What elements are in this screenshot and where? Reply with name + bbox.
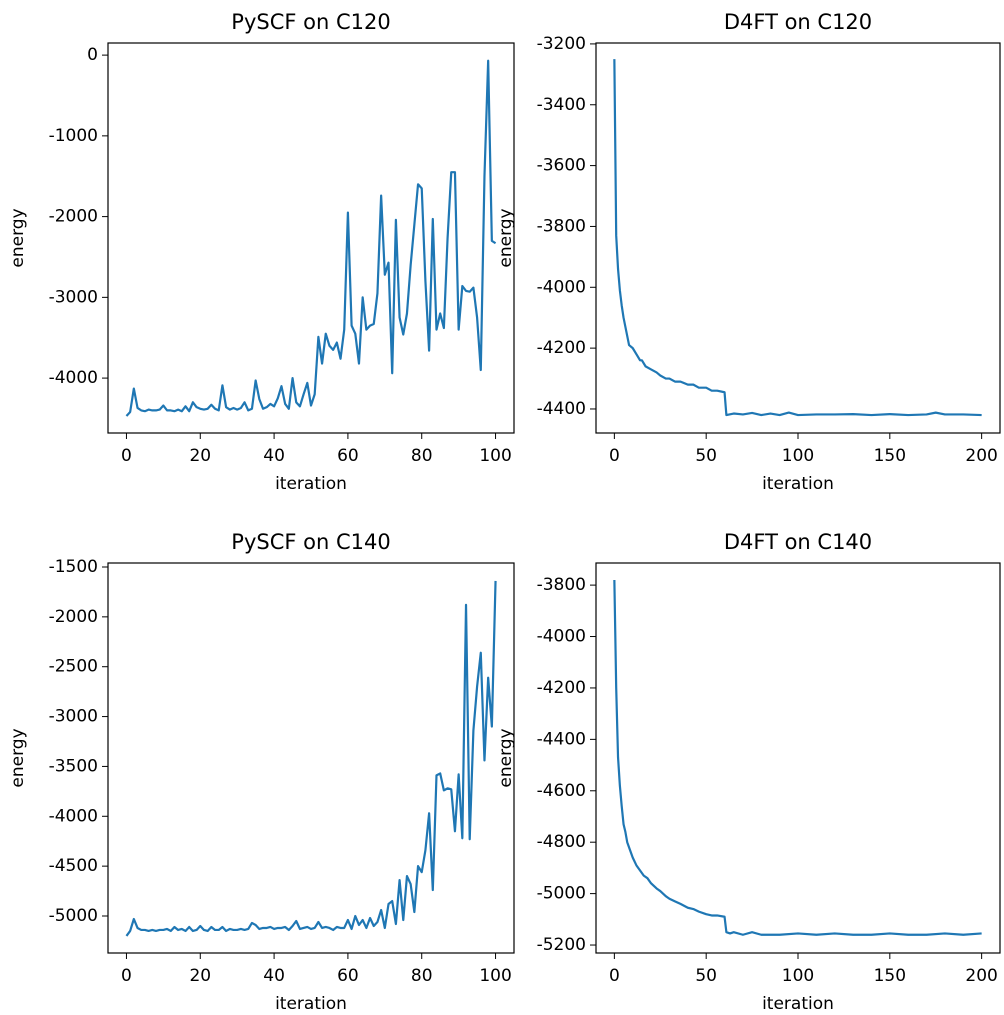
y-tick-label: -2000 bbox=[49, 207, 98, 227]
x-tick-label: 40 bbox=[263, 966, 285, 986]
y-tick-label: -2500 bbox=[49, 657, 98, 677]
y-tick-label: -4200 bbox=[537, 338, 586, 358]
y-tick-label: -4000 bbox=[49, 368, 98, 388]
subplot-title: D4FT on C120 bbox=[724, 10, 872, 34]
axes-frame bbox=[595, 562, 1001, 954]
y-tick-label: -4200 bbox=[537, 678, 586, 698]
x-tick-label: 80 bbox=[411, 446, 433, 466]
x-axis-label: iteration bbox=[275, 474, 347, 494]
y-tick-label: -3600 bbox=[537, 156, 586, 176]
axes-frame bbox=[107, 42, 515, 434]
y-axis-label: energy bbox=[8, 728, 28, 787]
y-tick-label: -4000 bbox=[537, 277, 586, 297]
x-tick-label: 0 bbox=[121, 966, 132, 986]
x-tick-label: 0 bbox=[121, 446, 132, 466]
y-tick-label: -3800 bbox=[537, 216, 586, 236]
y-tick-label: -3400 bbox=[537, 95, 586, 115]
subplot-title: D4FT on C140 bbox=[724, 530, 872, 554]
x-tick-label: 0 bbox=[609, 966, 620, 986]
y-tick-label: -3800 bbox=[537, 575, 586, 595]
y-tick-label: -5000 bbox=[49, 906, 98, 926]
y-tick-label: -4800 bbox=[537, 832, 586, 852]
x-tick-label: 50 bbox=[695, 446, 717, 466]
y-tick-label: -4500 bbox=[49, 856, 98, 876]
y-tick-label: -4000 bbox=[49, 806, 98, 826]
y-tick-label: -3000 bbox=[49, 707, 98, 727]
x-axis-label: iteration bbox=[762, 994, 834, 1014]
x-tick-label: 40 bbox=[263, 446, 285, 466]
y-tick-label: -2000 bbox=[49, 607, 98, 627]
axes-frame bbox=[107, 562, 515, 954]
y-tick-label: -4400 bbox=[537, 399, 586, 419]
y-tick-label: 0 bbox=[87, 45, 98, 65]
x-axis-label: iteration bbox=[762, 474, 834, 494]
y-tick-label: -4400 bbox=[537, 729, 586, 749]
x-tick-label: 60 bbox=[337, 966, 359, 986]
data-line bbox=[613, 59, 982, 417]
x-tick-label: 80 bbox=[411, 966, 433, 986]
y-axis-label: energy bbox=[496, 728, 516, 787]
y-tick-label: -1000 bbox=[49, 126, 98, 146]
x-tick-label: 20 bbox=[189, 446, 211, 466]
x-tick-label: 60 bbox=[337, 446, 359, 466]
y-tick-label: -5200 bbox=[537, 935, 586, 955]
subplot-title: PySCF on C140 bbox=[231, 530, 390, 554]
x-tick-label: 150 bbox=[874, 966, 906, 986]
x-tick-label: 100 bbox=[782, 446, 814, 466]
x-tick-label: 200 bbox=[965, 446, 997, 466]
y-axis-label: energy bbox=[496, 208, 516, 267]
y-tick-label: -1500 bbox=[49, 557, 98, 577]
y-tick-label: -4000 bbox=[537, 627, 586, 647]
x-tick-label: 100 bbox=[479, 966, 511, 986]
y-tick-label: -3000 bbox=[49, 287, 98, 307]
y-tick-label: -3500 bbox=[49, 756, 98, 776]
y-tick-label: -3200 bbox=[537, 34, 586, 54]
x-tick-label: 50 bbox=[695, 966, 717, 986]
x-tick-label: 100 bbox=[479, 446, 511, 466]
data-line bbox=[125, 580, 497, 937]
y-tick-label: -4600 bbox=[537, 781, 586, 801]
x-axis-label: iteration bbox=[275, 994, 347, 1014]
y-axis-label: energy bbox=[8, 208, 28, 267]
y-tick-label: -5000 bbox=[537, 884, 586, 904]
data-line bbox=[125, 59, 497, 417]
x-tick-label: 150 bbox=[874, 446, 906, 466]
axes-frame bbox=[595, 42, 1001, 434]
x-tick-label: 0 bbox=[609, 446, 620, 466]
x-tick-label: 200 bbox=[965, 966, 997, 986]
x-tick-label: 20 bbox=[189, 966, 211, 986]
data-line bbox=[613, 579, 982, 936]
x-tick-label: 100 bbox=[782, 966, 814, 986]
subplot-title: PySCF on C120 bbox=[231, 10, 390, 34]
